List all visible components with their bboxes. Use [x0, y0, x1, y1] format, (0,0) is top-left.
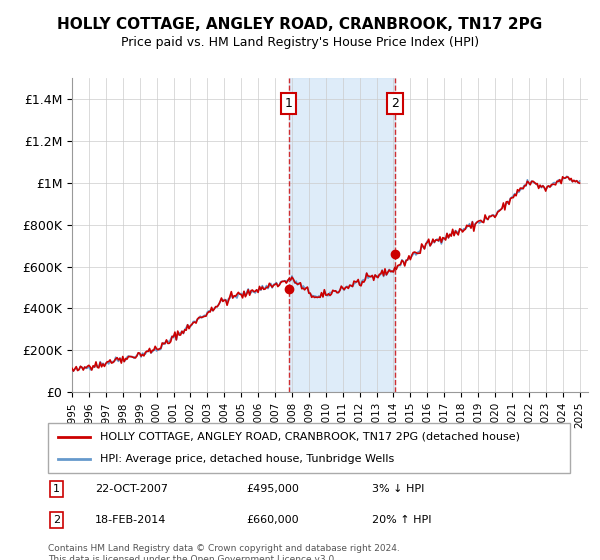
Text: 22-OCT-2007: 22-OCT-2007 [95, 484, 168, 494]
Text: 20% ↑ HPI: 20% ↑ HPI [371, 515, 431, 525]
Text: Price paid vs. HM Land Registry's House Price Index (HPI): Price paid vs. HM Land Registry's House … [121, 36, 479, 49]
Text: 18-FEB-2014: 18-FEB-2014 [95, 515, 166, 525]
FancyBboxPatch shape [48, 423, 570, 473]
Text: Contains HM Land Registry data © Crown copyright and database right 2024.
This d: Contains HM Land Registry data © Crown c… [48, 544, 400, 560]
Text: £495,000: £495,000 [247, 484, 299, 494]
Text: 1: 1 [284, 97, 292, 110]
Text: 3% ↓ HPI: 3% ↓ HPI [371, 484, 424, 494]
Text: £660,000: £660,000 [247, 515, 299, 525]
Text: 2: 2 [391, 97, 399, 110]
Text: 2: 2 [53, 515, 61, 525]
Text: 1: 1 [53, 484, 60, 494]
Text: HOLLY COTTAGE, ANGLEY ROAD, CRANBROOK, TN17 2PG: HOLLY COTTAGE, ANGLEY ROAD, CRANBROOK, T… [58, 17, 542, 32]
Text: HPI: Average price, detached house, Tunbridge Wells: HPI: Average price, detached house, Tunb… [100, 454, 394, 464]
Text: HOLLY COTTAGE, ANGLEY ROAD, CRANBROOK, TN17 2PG (detached house): HOLLY COTTAGE, ANGLEY ROAD, CRANBROOK, T… [100, 432, 520, 442]
